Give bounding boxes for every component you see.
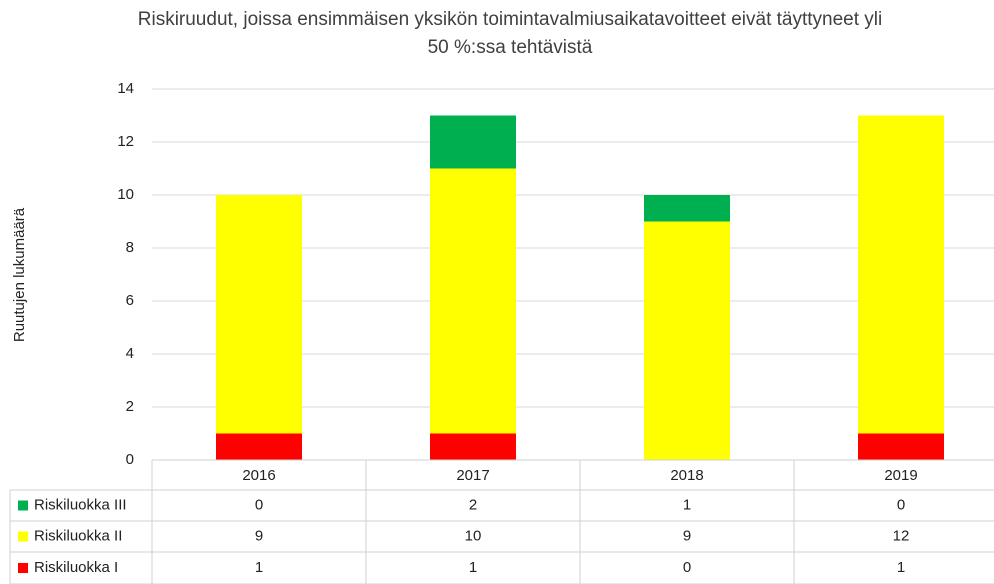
legend-swatch — [18, 563, 28, 573]
x-tick-label: 2019 — [884, 467, 917, 484]
table-value: 1 — [469, 559, 477, 576]
bar-segment — [858, 115, 944, 434]
chart-title: Riskiruudut, joissa ensimmäisen yksikön … — [137, 9, 883, 58]
y-tick-label: 6 — [126, 292, 134, 309]
table-value: 1 — [683, 496, 691, 513]
legend-label: Riskiluokka III — [34, 496, 127, 513]
x-tick-label: 2018 — [670, 467, 703, 484]
bar-segment — [858, 433, 944, 460]
y-tick-label: 8 — [126, 239, 134, 256]
table-value: 0 — [897, 496, 905, 513]
table-value: 0 — [255, 496, 263, 513]
y-tick-label: 14 — [117, 80, 134, 97]
table-value: 1 — [897, 559, 905, 576]
bar-segment — [216, 195, 302, 434]
y-tick-label: 12 — [117, 133, 134, 150]
bar-segment — [644, 195, 730, 222]
bar-segment — [216, 433, 302, 460]
bar-segment — [430, 433, 516, 460]
bar-segment — [644, 221, 730, 460]
table-value: 2 — [469, 496, 477, 513]
bar-segment — [430, 115, 516, 169]
y-axis-label: Ruutujen lukumäärä — [11, 207, 28, 342]
table-value: 9 — [255, 527, 263, 544]
bar-segment — [430, 168, 516, 434]
y-tick-label: 10 — [117, 186, 134, 203]
table-value: 9 — [683, 527, 691, 544]
x-tick-label: 2016 — [242, 467, 275, 484]
legend-label: Riskiluokka II — [34, 527, 122, 544]
y-tick-label: 2 — [126, 398, 134, 415]
table-value: 1 — [255, 559, 263, 576]
y-tick-label: 4 — [126, 345, 134, 362]
legend-swatch — [18, 531, 28, 542]
table-value: 10 — [465, 527, 482, 544]
y-tick-label: 0 — [126, 451, 134, 468]
table-value: 12 — [893, 527, 910, 544]
x-tick-label: 2017 — [456, 467, 489, 484]
table-value: 0 — [683, 559, 691, 576]
legend-label: Riskiluokka I — [34, 559, 118, 576]
legend-swatch — [18, 500, 28, 511]
